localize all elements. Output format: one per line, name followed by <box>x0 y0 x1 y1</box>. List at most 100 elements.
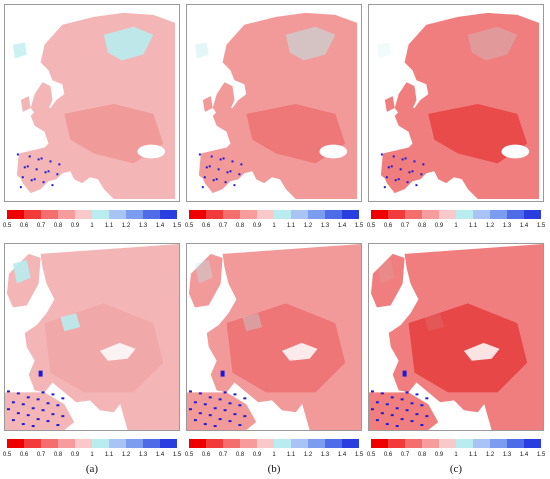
high-value-pixel <box>49 160 52 163</box>
colorbar-swatch <box>371 439 388 448</box>
colorbar-swatch <box>189 210 206 219</box>
high-value-pixel <box>16 392 20 395</box>
map-panel-top-c <box>368 4 544 202</box>
colorbar-swatch <box>308 439 325 448</box>
high-value-pixel <box>420 173 423 176</box>
landmass <box>202 96 213 112</box>
high-value-pixel <box>395 425 399 428</box>
landmass <box>187 392 257 430</box>
colorbar-swatch <box>92 439 109 448</box>
high-value-pixel <box>44 171 47 174</box>
caption-b: (b) <box>267 463 281 475</box>
high-value-pixel <box>229 170 232 173</box>
colorbar-tick-label: 0.8 <box>417 452 427 458</box>
colorbar-tick-label: 1.1 <box>286 452 296 458</box>
colorbar-ticks-top-b: 0.5 0.6 0.7 0.8 0.9 1 1.1 1.2 1.3 1.4 1.5 <box>185 223 363 233</box>
colorbar-swatch <box>189 439 206 448</box>
colorbar-tick-label: 0.7 <box>400 452 410 458</box>
colorbar-swatch <box>7 210 24 219</box>
high-value-pixel <box>395 407 399 410</box>
landmass <box>188 253 223 308</box>
colorbar-tick-label: 1 <box>90 452 94 458</box>
high-value-pixel <box>215 178 218 181</box>
colorbar-tick-label: 1.2 <box>303 452 313 458</box>
landmass <box>212 82 235 116</box>
colorbar-tick-label: 0.9 <box>252 452 262 458</box>
colorbar-tick-label: 1.5 <box>172 452 182 458</box>
high-value-pixel <box>56 424 60 427</box>
colorbar-bottom-c <box>371 439 541 448</box>
high-value-pixel <box>380 392 384 395</box>
high-value-region <box>242 313 263 332</box>
inland-sea <box>319 144 348 159</box>
colorbar-swatch <box>490 439 507 448</box>
high-value-pixel <box>370 390 374 393</box>
colorbar-swatch <box>388 439 405 448</box>
high-value-pixel <box>380 153 383 156</box>
colorbar-swatch <box>240 210 257 219</box>
colorbar-tick-label: 1.2 <box>121 452 131 458</box>
high-value-pixel <box>6 390 10 393</box>
high-value-region <box>12 259 31 284</box>
high-value-pixel <box>203 176 206 179</box>
colorbar-swatch <box>308 210 325 219</box>
colorbar-tick-label: 1.4 <box>519 223 529 229</box>
colorbar-tick-label: 0.8 <box>235 223 245 229</box>
high-value-pixel <box>399 168 402 171</box>
map-panel-top-b <box>186 4 362 202</box>
high-value-pixel <box>410 420 414 423</box>
high-value-pixel <box>385 176 388 179</box>
caption-c: (c) <box>449 463 463 475</box>
high-value-pixel <box>224 181 227 184</box>
high-value-pixel <box>238 173 241 176</box>
colorbar-tick-label: 0.9 <box>70 452 80 458</box>
high-value-pixel <box>208 414 212 417</box>
colorbar-ticks-bottom-b: 0.5 0.6 0.7 0.8 0.9 1 1.1 1.2 1.3 1.4 1.5 <box>185 452 363 462</box>
high-value-pixel <box>36 418 40 421</box>
colorbar-swatch <box>439 210 456 219</box>
high-value-pixel <box>394 179 397 182</box>
high-value-region <box>12 42 27 59</box>
high-value-pixel <box>11 401 15 404</box>
high-value-pixel <box>404 157 407 160</box>
landmass <box>78 141 108 180</box>
high-value-pixel <box>58 163 61 166</box>
colorbar-tick-label: 1 <box>454 223 458 229</box>
high-value-region <box>424 313 445 332</box>
high-value-pixel <box>218 398 222 401</box>
high-value-pixel <box>193 419 197 422</box>
colorbar-tick-label: 0.8 <box>53 223 63 229</box>
high-value-pixel <box>380 412 384 415</box>
high-value-pixel <box>16 153 19 156</box>
colorbar-swatch <box>126 439 143 448</box>
high-value-pixel <box>226 171 229 174</box>
intensity-region <box>408 303 528 393</box>
colorbar-swatch <box>405 210 422 219</box>
high-value-pixel <box>222 157 225 160</box>
colorbar-top-b <box>189 210 359 219</box>
colorbar-swatch <box>206 210 223 219</box>
intensity-region <box>428 103 528 164</box>
colorbar-tick-label: 1.5 <box>536 452 546 458</box>
colorbar-swatch <box>257 210 274 219</box>
colorbar-swatch <box>456 439 473 448</box>
colorbar-swatch <box>439 439 456 448</box>
colorbar-top-a <box>7 210 177 219</box>
high-value-pixel <box>21 403 25 406</box>
high-value-pixel <box>56 173 59 176</box>
intensity-region <box>226 303 346 393</box>
landmass <box>30 82 53 116</box>
high-value-pixel <box>390 414 394 417</box>
colorbar-tick-label: 1.3 <box>502 223 512 229</box>
high-value-pixel <box>201 186 204 189</box>
europe-map-bottom-b <box>187 244 361 430</box>
high-value-pixel <box>415 413 419 416</box>
high-value-pixel <box>51 393 55 396</box>
map-panel-top-a <box>4 4 180 202</box>
high-value-pixel <box>36 398 40 401</box>
high-value-pixel <box>26 396 30 399</box>
colorbar-tick-label: 0.6 <box>383 452 393 458</box>
high-value-pixel <box>392 155 395 158</box>
colorbar-swatch <box>24 439 41 448</box>
colorbar-swatch <box>405 439 422 448</box>
